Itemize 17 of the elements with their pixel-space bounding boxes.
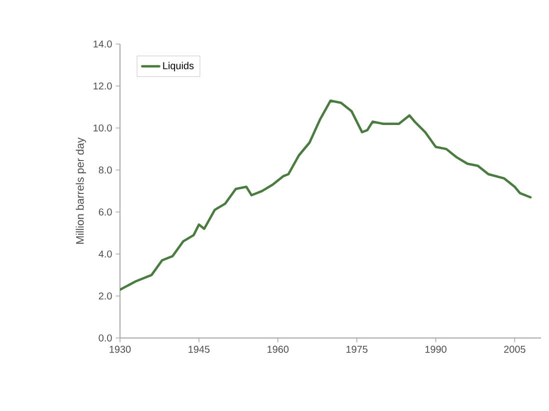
y-tick-label: 6.0 [98, 208, 112, 216]
y-tick-label: 0.0 [98, 334, 112, 342]
y-axis-title: Million barrels per day [76, 137, 86, 244]
y-tick-label: 8.0 [98, 166, 112, 174]
y-tick-label: 12.0 [94, 82, 112, 90]
y-tick-label: 10.0 [94, 124, 112, 132]
y-tick-label: 4.0 [98, 250, 112, 258]
x-tick-label: 2005 [504, 346, 526, 353]
legend-label: Liquids [163, 62, 194, 72]
x-tick-label: 1930 [110, 346, 131, 353]
line-series [120, 100, 532, 291]
x-tick-label: 1960 [268, 346, 289, 353]
x-tick-label: 1975 [346, 346, 368, 353]
x-tick-label: 1945 [188, 346, 210, 353]
y-tick-label: 2.0 [98, 292, 112, 300]
y-tick-label: 14.0 [94, 40, 112, 48]
x-tick-label: 1990 [425, 346, 446, 353]
